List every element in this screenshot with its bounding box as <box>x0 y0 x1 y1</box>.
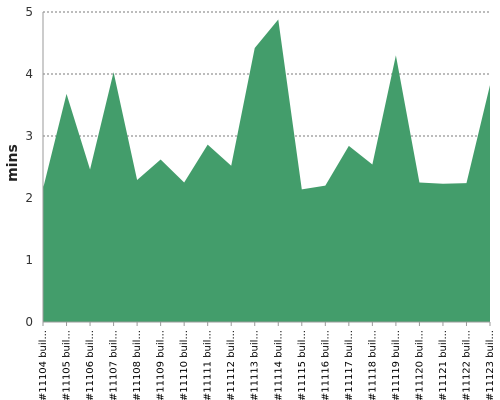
x-tick-label: #11121 buil... <box>438 330 449 400</box>
x-tick-label: #11122 buil... <box>461 330 472 400</box>
x-tick-label: #11109 buil... <box>156 330 167 400</box>
x-tick-labels: #11104 buil... #11105 buil... #11106 buil.… <box>38 330 496 400</box>
x-tick-label: #11108 buil... <box>132 330 143 400</box>
data-point <box>347 144 351 148</box>
x-tick-label: #11106 buil... <box>85 330 96 400</box>
y-tick-labels: 0 1 2 3 4 5 <box>25 5 33 329</box>
x-tick-label: #11104 buil... <box>38 330 49 400</box>
x-tick-label: #11120 buil... <box>414 330 425 400</box>
data-point <box>253 46 257 50</box>
y-tick-label: 3 <box>25 129 33 143</box>
x-tick-label: #11113 buil... <box>250 330 261 400</box>
data-point <box>323 184 327 188</box>
data-point <box>65 92 69 96</box>
x-tick-label: #11115 buil... <box>297 330 308 400</box>
axes <box>42 12 491 326</box>
x-tick-label: #11118 buil... <box>367 330 378 400</box>
data-point <box>135 178 139 182</box>
x-tick-label: #11116 buil... <box>320 330 331 400</box>
x-tick-label: #11110 buil... <box>179 330 190 400</box>
x-tick-label: #11114 buil... <box>273 330 284 400</box>
x-tick-label: #11117 buil... <box>344 330 355 400</box>
y-axis-title: mins <box>5 144 21 182</box>
data-point <box>488 83 492 87</box>
data-point <box>300 187 304 191</box>
y-tick-label: 5 <box>25 5 33 19</box>
data-point <box>394 53 398 57</box>
data-point <box>464 181 468 185</box>
x-tick-label: #11123 buil... <box>485 330 496 400</box>
data-point <box>370 163 374 167</box>
data-point <box>229 164 233 168</box>
data-point <box>88 167 92 171</box>
x-tick-label: #11105 buil... <box>62 330 73 400</box>
series-area <box>43 19 490 322</box>
y-tick-label: 4 <box>25 67 33 81</box>
data-point <box>206 143 210 147</box>
y-tick-label: 0 <box>25 315 33 329</box>
x-tick-label: #11107 buil... <box>109 330 120 400</box>
x-tick-label: #11111 buil... <box>203 330 214 400</box>
data-point <box>441 182 445 186</box>
x-tick-label: #11112 buil... <box>226 330 237 400</box>
data-point <box>417 181 421 185</box>
data-point <box>159 158 163 162</box>
data-point <box>182 181 186 185</box>
y-tick-label: 1 <box>25 253 33 267</box>
series-area-layer <box>43 17 492 322</box>
data-point <box>276 17 280 21</box>
data-point <box>112 70 116 74</box>
x-tick-label: #11119 buil... <box>391 330 402 400</box>
y-tick-label: 2 <box>25 191 33 205</box>
